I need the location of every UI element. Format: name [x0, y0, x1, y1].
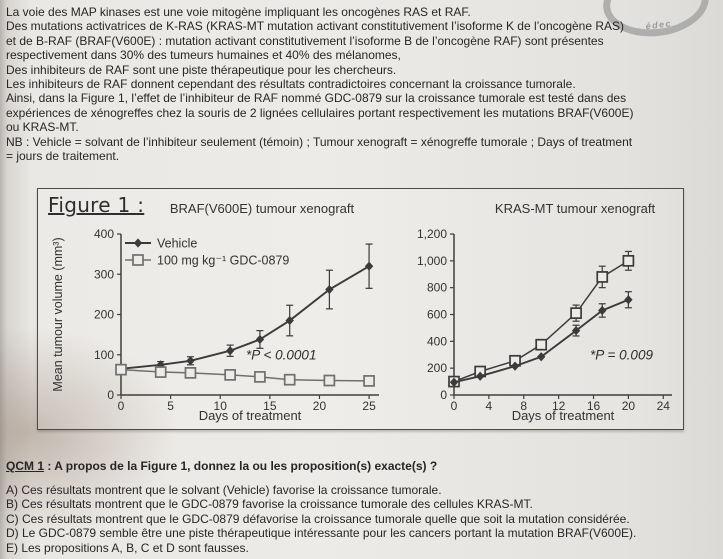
svg-text:25: 25 — [362, 399, 376, 413]
svg-text:10: 10 — [214, 399, 228, 413]
svg-text:12: 12 — [552, 399, 566, 413]
stamp-text: édec — [645, 18, 673, 32]
intro-line: et de B-RAF (BRAF(V600E) : mutation acti… — [6, 33, 604, 48]
qcm-section: QCM 1 : A propos de la Figure 1, donnez … — [6, 459, 636, 556]
intro-line: Ainsi, dans la Figure 1, l’effet de l’in… — [6, 91, 627, 106]
qcm-question: : A propos de la Figure 1, donnez la ou … — [44, 459, 438, 473]
qcm-title: QCM 1 : A propos de la Figure 1, donnez … — [6, 459, 636, 474]
intro-line: ou KRAS-MT. — [6, 120, 79, 135]
svg-text:4: 4 — [486, 399, 493, 413]
figure-box: Figure 1 : 0 5 10 15 20 25 0 100 200 300 400 BRAF(V… — [37, 188, 684, 430]
svg-text:100 mg kg⁻¹ GDC-0879: 100 mg kg⁻¹ GDC-0879 — [157, 254, 289, 268]
intro-paragraph: La voie des MAP kinases est une voie mit… — [6, 5, 633, 163]
svg-text:KRAS-MT tumour xenograft: KRAS-MT tumour xenograft — [495, 201, 656, 216]
svg-text:20: 20 — [313, 399, 327, 413]
qcm-option-a: A) Ces résultats montrent que le solvant… — [6, 482, 442, 497]
intro-line: respectivement dans 30% des tumeurs huma… — [6, 48, 401, 63]
svg-text:Vehicle: Vehicle — [157, 237, 197, 251]
svg-text:800: 800 — [427, 281, 447, 295]
intro-line: NB : Vehicle = solvant de l’inhibiteur s… — [6, 134, 633, 149]
svg-text:400: 400 — [94, 227, 114, 241]
svg-text:400: 400 — [427, 334, 447, 348]
svg-text:*P < 0.0001: *P < 0.0001 — [246, 348, 316, 363]
kras-xenograft-chart: 0 4 8 12 16 20 24 0 200 400 600 800 1,000 1,200 KRAS-M… — [417, 201, 672, 423]
svg-text:*P = 0.009: *P = 0.009 — [590, 347, 653, 362]
svg-text:1,200: 1,200 — [417, 227, 447, 241]
svg-text:BRAF(V600E) tumour xenograft: BRAF(V600E) tumour xenograft — [170, 201, 355, 216]
intro-line: Les inhibiteurs de RAF donnent cependant… — [6, 76, 576, 91]
svg-text:0: 0 — [107, 388, 114, 402]
svg-text:20: 20 — [622, 399, 636, 413]
qcm-option-c: C) Ces résultats montrent que le GDC-087… — [6, 511, 630, 526]
svg-text:5: 5 — [167, 399, 174, 413]
intro-line: expériences de xénogreffes chez la souri… — [6, 105, 634, 120]
qcm-option-d: D) Le GDC-0879 semble être une piste thé… — [6, 526, 637, 541]
svg-text:600: 600 — [427, 308, 447, 322]
svg-text:200: 200 — [94, 308, 114, 322]
svg-text:0: 0 — [451, 399, 458, 413]
braf-xenograft-chart: 0 5 10 15 20 25 0 100 200 300 400 BRAF(V600E) tumou… — [51, 201, 379, 423]
svg-text:1,000: 1,000 — [417, 254, 447, 268]
svg-text:Days of treatment: Days of treatment — [512, 408, 615, 423]
intro-line: Des mutations activatrices de K-RAS (KRA… — [6, 19, 625, 34]
intro-line: La voie des MAP kinases est une voie mit… — [6, 5, 471, 19]
svg-text:300: 300 — [94, 267, 114, 281]
svg-text:16: 16 — [587, 399, 601, 413]
intro-line: = jours de traitement. — [6, 148, 120, 163]
svg-text:0: 0 — [440, 388, 447, 402]
svg-text:0: 0 — [118, 399, 125, 413]
svg-text:200: 200 — [427, 361, 447, 375]
qcm-number: QCM 1 — [6, 459, 45, 473]
qcm-option-b: B) Ces résultats montrent que le GDC-087… — [6, 497, 533, 512]
svg-text:Days of treatment: Days of treatment — [199, 408, 302, 423]
svg-text:100: 100 — [94, 348, 114, 362]
intro-line: Des inhibiteurs de RAF sont une piste th… — [6, 62, 397, 77]
qcm-option-e: E) Les propositions A, B, C et D sont fa… — [6, 540, 249, 555]
svg-text:8: 8 — [520, 399, 527, 413]
figure-label: Figure 1 : — [48, 193, 145, 217]
svg-text:15: 15 — [263, 399, 277, 413]
svg-text:Mean tumour volume (mm³): Mean tumour volume (mm³) — [51, 237, 65, 391]
svg-text:24: 24 — [657, 399, 671, 413]
